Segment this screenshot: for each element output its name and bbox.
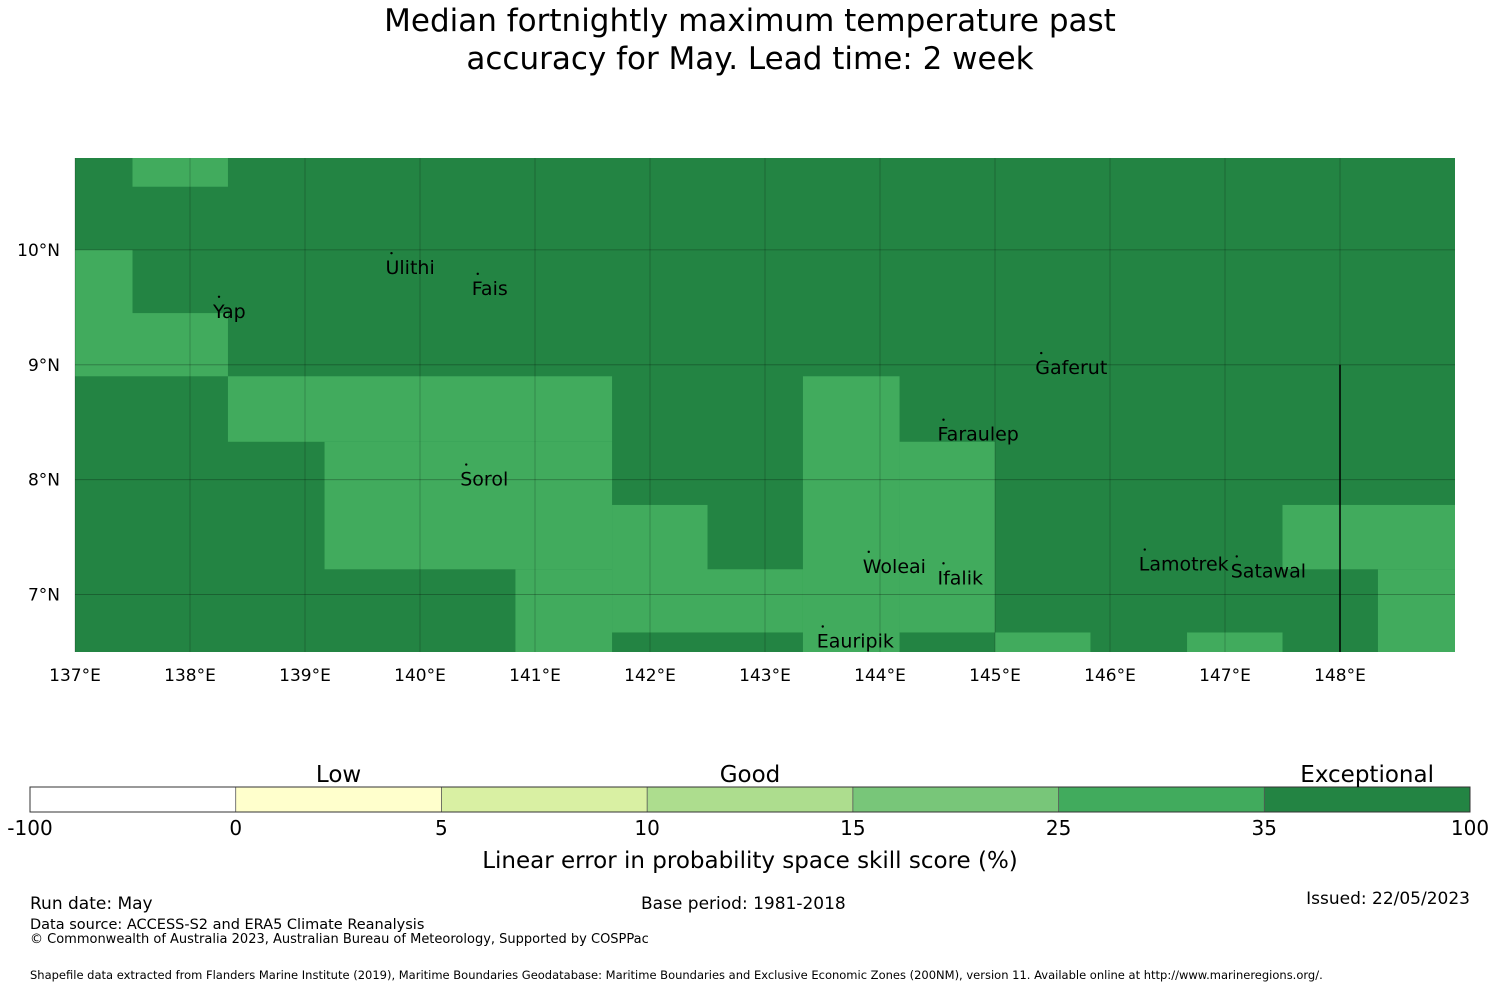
island-marker [1040,351,1043,355]
issued-date: Issued: 22/05/2023 [1306,889,1470,909]
run-date: Run date: May [30,894,153,914]
island-marker [1235,555,1238,558]
lat-tick-label: 8°N [28,471,60,491]
legend-tick-label: 10 [634,816,659,840]
lon-tick-label: 142°E [624,666,676,686]
place-label: Fais [472,278,508,300]
data-source: Data source: ACCESS-S2 and ERA5 Climate … [30,917,425,933]
legend-tick-label: 100 [1451,816,1489,840]
island-marker [1143,548,1146,551]
lon-tick-label: 143°E [739,666,791,686]
island-marker [942,562,945,565]
lon-tick-label: 140°E [394,666,446,686]
grid-cell [612,504,708,633]
island-marker [217,295,221,298]
island-marker [942,418,945,421]
legend-tick-label: 35 [1252,816,1277,840]
island-marker [465,463,468,466]
grid-cell [75,249,133,377]
place-label: Woleai [863,556,926,578]
island-marker [390,251,393,255]
legend-tick-label: 25 [1046,816,1071,840]
lon-tick-label: 145°E [969,666,1021,686]
grid-cell [324,441,613,570]
axis-ticks: 137°E 138°E 139°E 140°E 141°E 142°E 143°E 144°E… [17,241,1366,686]
lon-tick-label: 147°E [1199,666,1251,686]
grid-cell [995,632,1091,652]
grid-cell [1187,632,1283,652]
lon-tick-label: 138°E [164,666,216,686]
lon-tick-label: 148°E [1314,666,1366,686]
legend-swatch [852,787,1059,812]
island-marker [476,272,479,276]
grid-cell [515,569,613,652]
grid-cell [227,376,613,442]
island-marker [821,625,824,628]
legend-category-label: Exceptional [1300,762,1434,788]
title-line-1: Median fortnightly maximum temperature p… [384,3,1116,39]
legend-frame [29,786,1471,813]
lon-tick-label: 139°E [279,666,331,686]
place-label: Gaferut [1035,357,1107,379]
legend-category-label: Low [316,762,361,788]
island-marker [867,550,870,554]
lon-tick-label: 141°E [509,666,561,686]
lon-tick-label: 144°E [854,666,906,686]
colorbar-legend: -100 0 5 10 15 25 35 100 Low Good Exceptional Linea… [7,762,1489,874]
place-label: Eauripik [817,631,894,653]
place-label: Yap [212,301,246,323]
grid-cell [1282,504,1455,570]
base-period: Base period: 1981-2018 [641,894,846,914]
grid-cell [132,313,228,377]
place-label: Ifalik [938,567,984,589]
legend-swatch [30,787,236,812]
shapefile-credit: Shapefile data extracted from Flanders M… [30,968,1323,982]
legend-axis-label: Linear error in probability space skill … [482,848,1018,874]
legend-swatch [1264,787,1470,812]
legend-tick-label: 5 [435,816,448,840]
lon-tick-label: 146°E [1084,666,1136,686]
legend-swatch [235,787,442,812]
copyright: © Commonwealth of Australia 2023, Austra… [30,932,649,947]
skill-grid [75,158,1455,652]
lat-tick-label: 9°N [28,356,60,376]
lat-tick-label: 10°N [17,241,60,261]
place-label: Ulithi [386,257,435,279]
legend-swatch [647,787,853,812]
legend-tick-label: -100 [7,816,52,840]
grid-cell [132,158,228,187]
lon-tick-label: 137°E [49,666,101,686]
lat-tick-label: 7°N [28,586,60,606]
place-label: Lamotrek [1139,554,1229,576]
legend-tick-label: 0 [229,816,242,840]
legend-swatch [441,787,648,812]
legend-category-label: Good [720,762,781,788]
place-labels: Ulithi Fais Yap Gaferut Faraulep Sorol Woleai I… [212,251,1306,653]
place-label: Satawal [1231,560,1306,582]
grid-cell [1377,569,1455,652]
legend-tick-label: 15 [840,816,865,840]
grid-cell [899,441,995,633]
place-label: Sorol [460,469,508,491]
legend-swatch [1058,787,1265,812]
grid-cell [707,569,803,633]
map-title: Median fortnightly maximum temperature p… [0,2,1500,78]
grid-cell [802,376,900,652]
place-label: Faraulep [938,424,1019,446]
title-line-2: accuracy for May. Lead time: 2 week [466,41,1034,77]
